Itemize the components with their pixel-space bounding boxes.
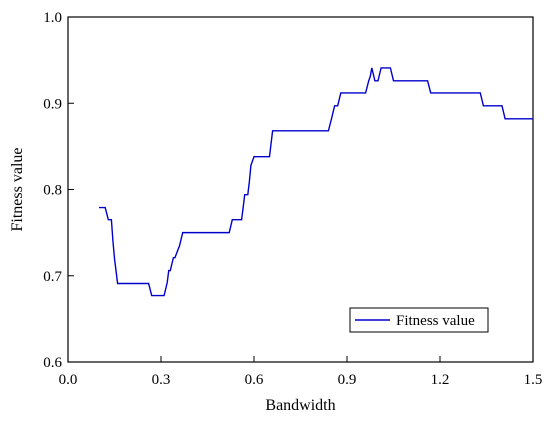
x-tick-label: 0.6 bbox=[245, 372, 264, 388]
x-tick-label: 1.5 bbox=[524, 372, 543, 388]
x-axis-title: Bandwidth bbox=[265, 397, 335, 414]
x-tick-label: 0.3 bbox=[152, 372, 171, 388]
legend-label-fitness-value: Fitness value bbox=[396, 313, 475, 329]
y-tick-label: 0.7 bbox=[43, 269, 62, 285]
y-tick-label: 0.9 bbox=[43, 96, 62, 112]
x-tick-label: 0.9 bbox=[338, 372, 357, 388]
x-axis-ticks: 0.0 0.3 0.6 0.9 1.2 1.5 bbox=[59, 356, 543, 388]
y-tick-label: 0.8 bbox=[43, 183, 62, 199]
x-tick-label: 1.2 bbox=[431, 372, 450, 388]
y-tick-label: 1.0 bbox=[43, 10, 62, 26]
y-axis-ticks: 0.6 0.7 0.8 0.9 1.0 bbox=[43, 10, 74, 371]
x-tick-label: 0.0 bbox=[59, 372, 78, 388]
y-axis-title: Fitness value bbox=[9, 148, 26, 232]
legend: Fitness value bbox=[349, 307, 489, 333]
series-line-fitness-value bbox=[99, 67, 533, 297]
y-tick-label: 0.6 bbox=[43, 355, 62, 371]
